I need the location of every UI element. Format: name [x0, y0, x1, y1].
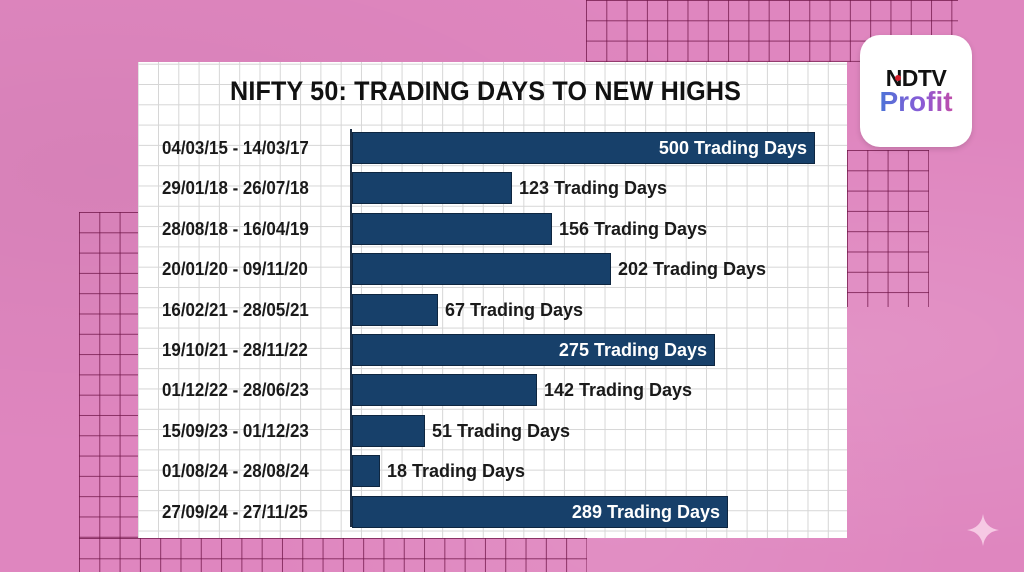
bar-value-label: 51 Trading Days	[432, 420, 571, 441]
bar	[352, 293, 438, 326]
chart-card: NIFTY 50: TRADING DAYS TO NEW HIGHS 04/0…	[138, 62, 847, 538]
category-label: 04/03/15 - 14/03/17	[162, 138, 309, 158]
bar-value-label: 275 Trading Days	[558, 340, 707, 360]
sparkle-icon	[967, 514, 999, 546]
category-label: 01/08/24 - 28/08/24	[162, 461, 309, 482]
category-label: 01/12/22 - 28/06/23	[162, 380, 309, 401]
y-axis-line	[350, 129, 352, 527]
bar	[352, 132, 815, 164]
bar	[352, 253, 611, 286]
decorative-grid-right	[847, 150, 929, 307]
category-label: 20/01/20 - 09/11/20	[162, 259, 308, 280]
bar	[352, 172, 512, 205]
bar-row: 16/02/21 - 28/05/21 67 Trading Days	[138, 293, 847, 326]
category-label: 29/01/18 - 26/07/18	[162, 178, 309, 199]
bar-row: 19/10/21 - 28/11/22 275 Trading Days	[138, 334, 847, 366]
bar-row: 15/09/23 - 01/12/23 51 Trading Days	[138, 414, 847, 447]
bar	[352, 414, 425, 447]
bar-row: 27/09/24 - 27/11/25 289 Trading Days	[138, 495, 847, 528]
ndtv-profit-logo: NDTV Profit	[860, 35, 972, 147]
category-label: 28/08/18 - 16/04/19	[162, 218, 309, 239]
category-label: 15/09/23 - 01/12/23	[162, 420, 309, 441]
bar	[352, 334, 715, 366]
logo-red-dot	[895, 75, 901, 81]
bar-value-label: 123 Trading Days	[519, 178, 668, 199]
decorative-grid-bottom	[79, 538, 587, 572]
bar-row: 20/01/20 - 09/11/20 202 Trading Days	[138, 253, 847, 286]
category-label: 16/02/21 - 28/05/21	[162, 299, 309, 320]
bar-row: 01/12/22 - 28/06/23 142 Trading Days	[138, 374, 847, 407]
bar	[352, 495, 728, 528]
bar	[352, 374, 537, 407]
bar-row: 29/01/18 - 26/07/18 123 Trading Days	[138, 172, 847, 205]
decorative-grid-left	[79, 212, 139, 538]
bar	[352, 455, 380, 488]
bar-value-label: 500 Trading Days	[658, 138, 807, 158]
chart-title: NIFTY 50: TRADING DAYS TO NEW HIGHS	[230, 76, 742, 106]
bar-value-label: 67 Trading Days	[445, 299, 584, 320]
bar	[352, 212, 552, 245]
bar-value-label: 202 Trading Days	[618, 259, 767, 280]
bar-row: 04/03/15 - 14/03/17 500 Trading Days	[138, 132, 847, 164]
logo-profit-text: Profit	[860, 86, 972, 118]
category-label: 27/09/24 - 27/11/25	[162, 501, 308, 522]
bar-value-label: 18 Trading Days	[387, 461, 526, 482]
bar-row: 28/08/18 - 16/04/19 156 Trading Days	[138, 212, 847, 245]
bar-value-label: 289 Trading Days	[571, 501, 720, 522]
bar-value-label: 156 Trading Days	[559, 218, 708, 239]
bar-row: 01/08/24 - 28/08/24 18 Trading Days	[138, 455, 847, 488]
category-label: 19/10/21 - 28/11/22	[162, 340, 308, 360]
bar-value-label: 142 Trading Days	[544, 380, 693, 401]
